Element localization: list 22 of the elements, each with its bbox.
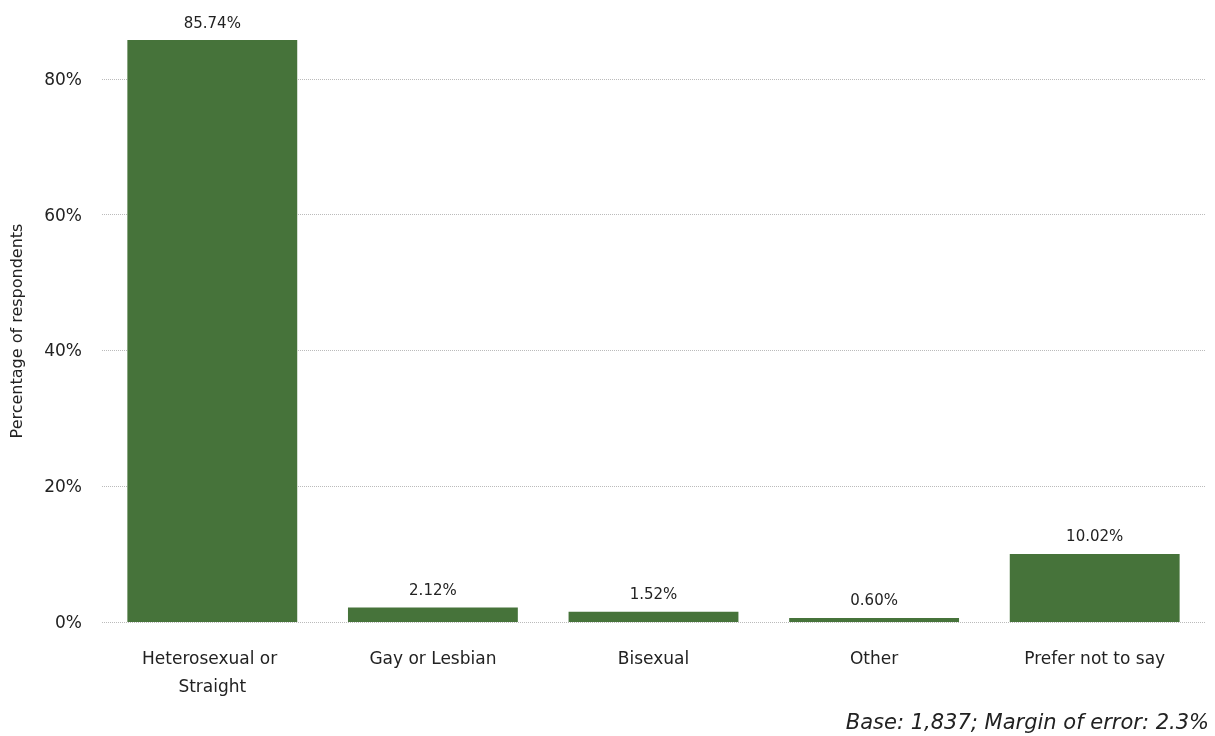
y-tick-label: 0% [55,612,82,632]
y-tick-label: 60% [44,204,82,225]
x-tick-label: Gay or Lesbian [369,648,497,668]
bar [568,611,739,622]
data-label: 0.60% [850,591,898,610]
x-tick-label: Heterosexual or Straight [142,648,283,696]
bar [127,40,298,622]
data-label: 85.74% [183,13,241,32]
data-label: 1.52% [629,585,678,604]
bar [1009,553,1180,622]
data-label: 2.12% [409,581,457,600]
y-tick-label: 40% [44,340,82,361]
x-tick-label: Other [849,648,899,668]
y-axis-title: Percentage of respondents [6,223,26,439]
x-tick-label: Prefer not to say [1024,648,1166,668]
y-tick-label: 20% [44,476,82,497]
bar [789,617,960,622]
data-label: 10.02% [1066,527,1124,546]
y-tick-label: 80% [44,68,82,89]
x-tick-label: Bisexual [617,648,690,668]
text: Base: 1,837; Margin of error: 2.3% [845,709,1209,734]
bar [347,607,518,622]
